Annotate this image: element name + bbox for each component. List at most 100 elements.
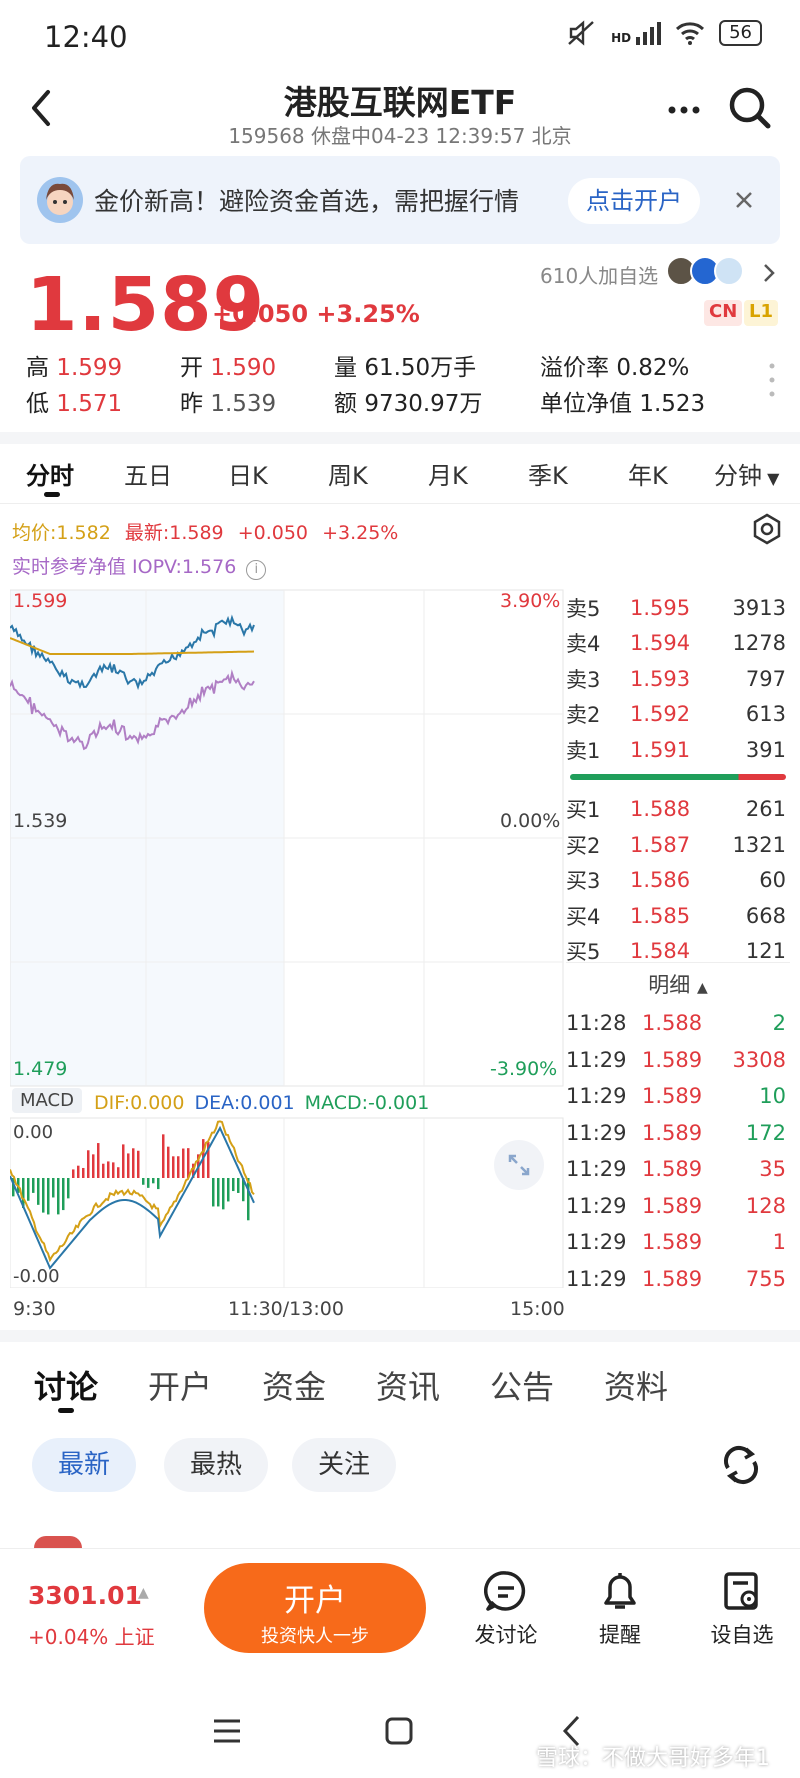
macd-bar xyxy=(127,1153,130,1178)
info-icon[interactable]: i xyxy=(246,560,267,580)
back-nav-button[interactable] xyxy=(560,1714,582,1748)
bid-row[interactable]: 买2 1.587 1321 xyxy=(566,827,790,863)
bell-icon xyxy=(604,1573,636,1609)
macd-bar xyxy=(87,1150,90,1178)
macd-bar xyxy=(242,1178,245,1202)
expand-icon xyxy=(508,1154,530,1176)
macd-bar xyxy=(102,1163,105,1178)
tab-five-day[interactable]: 五日 xyxy=(124,462,172,490)
macd-bar xyxy=(122,1144,125,1178)
ask-volume: 613 xyxy=(745,702,786,727)
index-value[interactable]: 3301.01 xyxy=(28,1581,142,1610)
dif-value: DIF:0.000 xyxy=(94,1092,185,1114)
tab-intraday[interactable]: 分时 xyxy=(26,462,74,490)
macd-bar xyxy=(27,1178,30,1201)
detail-header[interactable]: 明细 ▲ xyxy=(648,973,708,997)
ask-price: 1.593 xyxy=(630,666,691,691)
trade-detail-row: 11:29 1.589 35 xyxy=(566,1151,790,1188)
index-change[interactable]: +0.04% 上证 xyxy=(28,1625,155,1649)
macd-bar xyxy=(142,1178,145,1185)
add-watchlist-button[interactable]: 设自选 xyxy=(704,1569,780,1649)
ask-row[interactable]: 卖2 1.592 613 xyxy=(566,697,790,733)
macd-bar xyxy=(92,1154,95,1178)
tab-profile[interactable]: 资料 xyxy=(604,1368,669,1406)
intraday-chart[interactable] xyxy=(10,588,564,1288)
follower-avatars[interactable] xyxy=(666,256,744,286)
more-button[interactable] xyxy=(664,98,704,122)
trade-price: 1.589 xyxy=(642,1266,703,1291)
open-account-link[interactable]: 点击开户 xyxy=(568,178,700,224)
post-discussion-button[interactable]: 发讨论 xyxy=(468,1569,544,1649)
tab-news[interactable]: 资讯 xyxy=(376,1368,441,1406)
bid-row[interactable]: 买3 1.586 60 xyxy=(566,863,790,899)
ask-label: 卖4 xyxy=(566,632,601,657)
home-nav-button[interactable] xyxy=(384,1716,414,1746)
bid-label: 买1 xyxy=(566,798,601,823)
filter-latest[interactable]: 最新 xyxy=(32,1438,136,1492)
bid-row[interactable]: 买1 1.588 261 xyxy=(566,792,790,828)
vertical-more-icon[interactable] xyxy=(768,362,776,398)
macd-bar xyxy=(152,1178,155,1184)
ask-row[interactable]: 卖1 1.591 391 xyxy=(566,732,790,768)
bid-row[interactable]: 买4 1.585 668 xyxy=(566,898,790,934)
ask-label: 卖5 xyxy=(566,596,601,621)
macd-bar xyxy=(247,1178,250,1221)
stat-nav: 单位净值 1.523 xyxy=(540,391,706,417)
open-account-button[interactable]: 开户 投资快人一步 xyxy=(204,1563,426,1653)
search-button[interactable] xyxy=(726,84,774,132)
filter-following[interactable]: 关注 xyxy=(292,1438,396,1492)
stat-prev-close: 昨 1.539 xyxy=(180,391,277,417)
remind-button[interactable]: 提醒 xyxy=(588,1569,652,1649)
ask-row[interactable]: 卖4 1.594 1278 xyxy=(566,626,790,662)
tab-discussion[interactable]: 讨论 xyxy=(34,1368,99,1406)
price-line xyxy=(10,614,255,691)
macd-bar xyxy=(112,1162,115,1178)
tab-year-k[interactable]: 年K xyxy=(628,462,668,490)
tab-open-account[interactable]: 开户 xyxy=(148,1368,213,1406)
filter-hot[interactable]: 最热 xyxy=(164,1438,268,1492)
tab-minute[interactable]: 分钟 ▼ xyxy=(714,462,780,490)
ask-row[interactable]: 卖3 1.593 797 xyxy=(566,661,790,697)
macd-bar xyxy=(172,1156,175,1178)
tab-funds[interactable]: 资金 xyxy=(262,1368,327,1406)
tab-week-k[interactable]: 周K xyxy=(328,462,368,490)
chart-settings-button[interactable] xyxy=(750,512,784,546)
follower-count[interactable]: 610人加自选 xyxy=(540,264,659,288)
bid-row[interactable]: 买5 1.584 121 xyxy=(566,934,790,970)
status-time: 12:40 xyxy=(44,20,128,54)
gear-icon xyxy=(753,513,781,545)
mute-icon xyxy=(567,20,597,46)
tab-announcement[interactable]: 公告 xyxy=(490,1368,555,1406)
macd-bar xyxy=(207,1141,210,1178)
time-label-open: 9:30 xyxy=(13,1298,56,1320)
ask-price: 1.591 xyxy=(630,737,691,762)
bottom-action-bar: 3301.01 ▲ +0.04% 上证 开户 投资快人一步 发讨论 提醒 设自选 xyxy=(0,1548,800,1672)
trade-time: 11:29 xyxy=(566,1193,627,1218)
back-button[interactable] xyxy=(22,86,62,130)
signal-icon: HD xyxy=(611,21,662,45)
promo-banner[interactable]: 金价新高！避险资金首选，需把握行情 点击开户 xyxy=(20,156,780,244)
expand-button[interactable] xyxy=(494,1140,544,1190)
tab-day-k[interactable]: 日K xyxy=(228,462,268,490)
macd-tag[interactable]: MACD xyxy=(12,1088,82,1113)
menu-nav-button[interactable] xyxy=(212,1718,242,1744)
refresh-icon xyxy=(724,1446,758,1484)
bid-volume: 1321 xyxy=(732,832,786,857)
price-label-top: 1.599 xyxy=(13,590,68,612)
trade-detail-row: 11:29 1.589 3308 xyxy=(566,1042,790,1079)
trade-volume: 2 xyxy=(772,1011,786,1036)
tab-month-k[interactable]: 月K xyxy=(428,462,468,490)
refresh-button[interactable] xyxy=(720,1444,762,1486)
watchlist-icon xyxy=(724,1572,758,1610)
bid-price: 1.585 xyxy=(630,903,691,928)
ask-row[interactable]: 卖5 1.595 3913 xyxy=(566,590,790,626)
close-banner-button[interactable] xyxy=(730,186,758,214)
chevron-right-icon[interactable] xyxy=(762,262,776,284)
detail-section[interactable]: 明细 ▲ 11:28 1.588 2 11:29 1.589 3308 11:29 1.589… xyxy=(566,962,790,1297)
tab-quarter-k[interactable]: 季K xyxy=(528,462,568,490)
avatar-icon xyxy=(36,176,84,224)
dea-value: DEA:0.001 xyxy=(194,1092,295,1114)
trade-price: 1.589 xyxy=(642,1120,703,1145)
trade-detail-row: 11:29 1.589 755 xyxy=(566,1261,790,1298)
post-avatar[interactable] xyxy=(34,1536,82,1548)
